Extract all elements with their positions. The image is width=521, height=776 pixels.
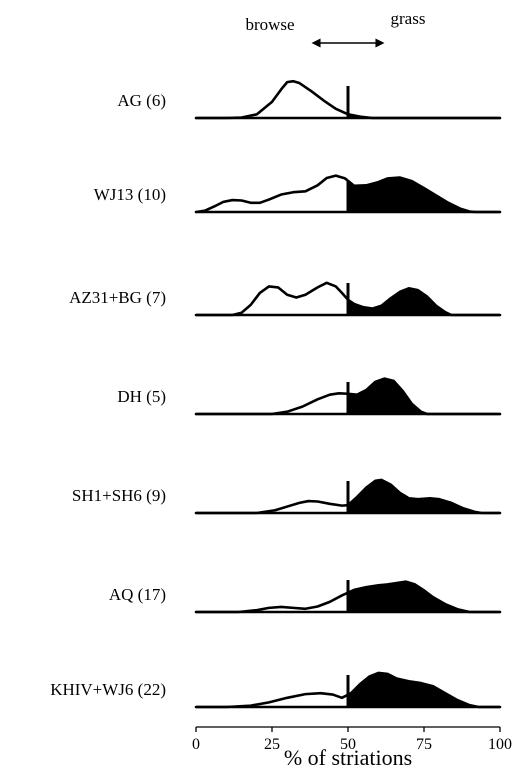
grass-area <box>348 672 500 707</box>
grass-area <box>348 177 500 212</box>
row-label: AG (6) <box>117 91 166 110</box>
grass-area <box>348 288 500 315</box>
x-axis-label: % of striations <box>284 745 412 770</box>
density-row: DH (5) <box>117 377 502 416</box>
x-tick-label: 100 <box>488 736 512 753</box>
grass-area <box>348 378 500 414</box>
density-curve <box>194 174 502 214</box>
density-row: WJ13 (10) <box>94 174 502 214</box>
arrow-right-head <box>375 38 385 48</box>
x-tick-label: 50 <box>340 736 356 753</box>
density-curve <box>194 580 502 614</box>
x-tick-label: 25 <box>264 736 280 753</box>
grass-label: grass <box>391 9 426 28</box>
density-row: SH1+SH6 (9) <box>72 478 502 515</box>
grass-area <box>348 581 500 612</box>
diet-annotation: browse grass <box>245 9 425 48</box>
row-label: WJ13 (10) <box>94 185 166 204</box>
row-label: AQ (17) <box>109 585 166 604</box>
row-label: DH (5) <box>117 387 166 406</box>
density-curve <box>194 671 502 709</box>
x-tick-label: 0 <box>192 736 200 753</box>
x-axis: 0 25 50 75 100 % of striations <box>192 726 512 770</box>
x-tick-label: 75 <box>416 736 432 753</box>
row-label: KHIV+WJ6 (22) <box>50 680 166 699</box>
arrow-left-head <box>311 38 321 48</box>
density-rows: AG (6) WJ13 (10) AZ31+BG (7) DH (5) SH1+SH6 … <box>50 79 502 709</box>
browse-label: browse <box>245 15 294 34</box>
density-curve <box>194 478 502 515</box>
density-row: KHIV+WJ6 (22) <box>50 671 502 709</box>
density-curve <box>194 377 502 416</box>
density-row: AQ (17) <box>109 580 502 614</box>
density-row: AG (6) <box>117 79 502 120</box>
grass-area <box>348 479 500 513</box>
row-label: SH1+SH6 (9) <box>72 486 166 505</box>
density-curve <box>194 281 502 317</box>
row-label: AZ31+BG (7) <box>69 288 166 307</box>
density-row: AZ31+BG (7) <box>69 281 502 317</box>
